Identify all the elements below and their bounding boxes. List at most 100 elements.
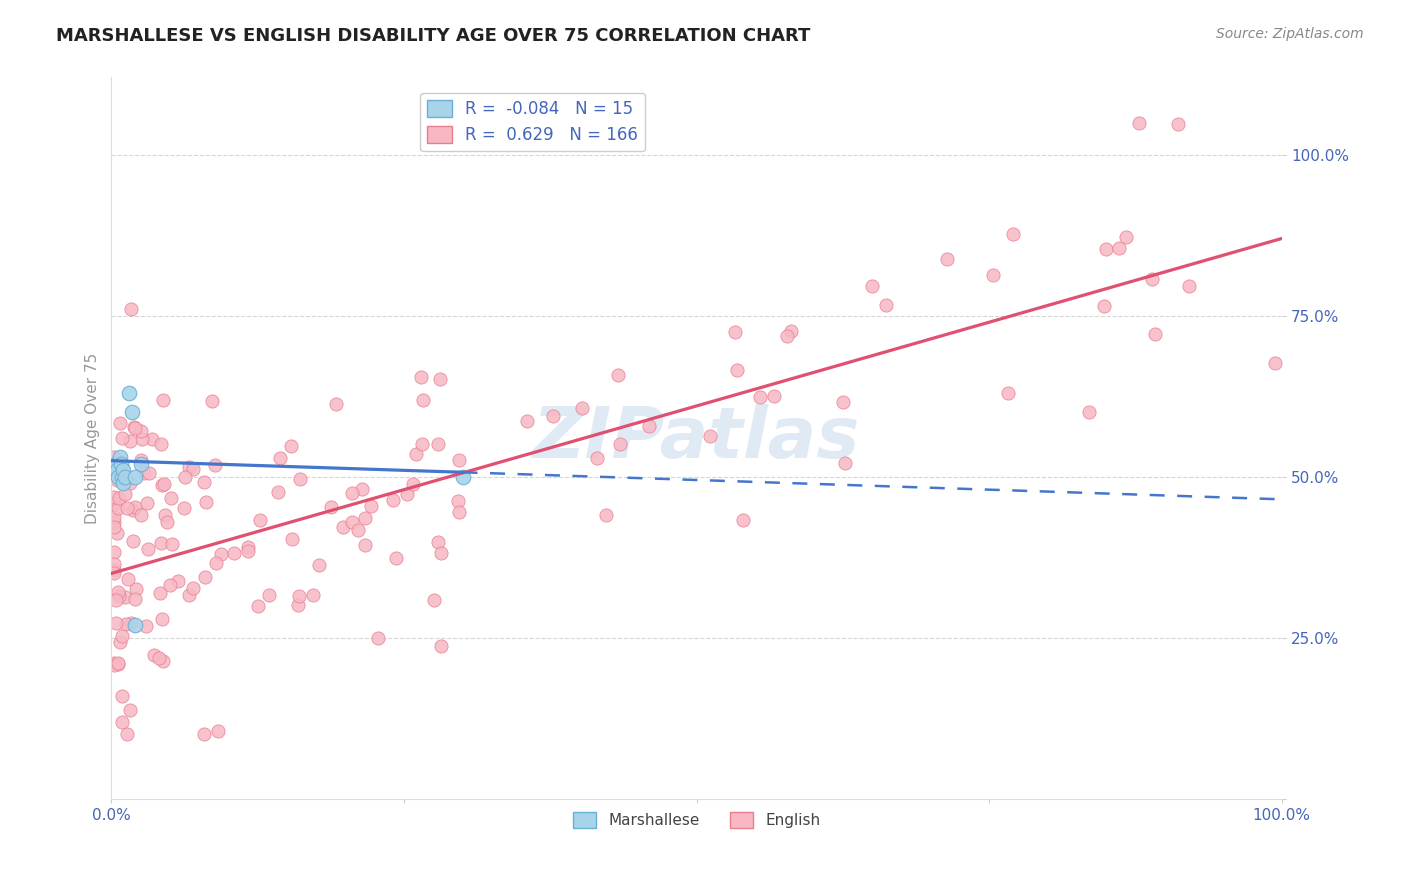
Point bbox=[111, 629, 134, 643]
Point bbox=[124, 618, 146, 632]
Point bbox=[723, 325, 745, 339]
Point bbox=[120, 301, 142, 316]
Point bbox=[287, 598, 309, 612]
Point bbox=[103, 656, 125, 670]
Point bbox=[105, 457, 128, 471]
Point bbox=[115, 617, 138, 632]
Point bbox=[776, 328, 799, 343]
Point bbox=[111, 470, 134, 484]
Point bbox=[173, 469, 195, 483]
Point bbox=[354, 538, 377, 552]
Point bbox=[834, 456, 856, 470]
Point bbox=[103, 658, 125, 673]
Point bbox=[516, 414, 538, 428]
Point bbox=[411, 437, 433, 451]
Point bbox=[236, 543, 259, 558]
Point bbox=[143, 648, 166, 662]
Point bbox=[125, 582, 148, 596]
Point bbox=[236, 540, 259, 554]
Point bbox=[779, 324, 801, 338]
Point bbox=[131, 424, 153, 438]
Point bbox=[110, 457, 132, 471]
Point bbox=[103, 450, 125, 464]
Point bbox=[427, 534, 450, 549]
Point bbox=[1094, 242, 1116, 256]
Point bbox=[381, 493, 404, 508]
Point bbox=[103, 566, 125, 580]
Point bbox=[193, 475, 215, 490]
Point bbox=[108, 635, 131, 649]
Point bbox=[224, 546, 246, 560]
Point bbox=[115, 727, 138, 741]
Point bbox=[353, 510, 375, 524]
Point bbox=[249, 513, 271, 527]
Point bbox=[129, 453, 152, 467]
Point bbox=[412, 392, 434, 407]
Point bbox=[103, 490, 125, 504]
Point bbox=[447, 452, 470, 467]
Point bbox=[124, 470, 146, 484]
Point bbox=[107, 590, 129, 604]
Point bbox=[112, 463, 135, 477]
Point bbox=[110, 714, 132, 729]
Point bbox=[115, 500, 138, 515]
Point bbox=[607, 368, 630, 382]
Point bbox=[201, 393, 224, 408]
Point bbox=[257, 588, 280, 602]
Point bbox=[367, 631, 389, 645]
Point bbox=[108, 450, 131, 465]
Point bbox=[832, 395, 855, 409]
Point bbox=[1167, 117, 1189, 131]
Point bbox=[411, 370, 433, 384]
Point bbox=[183, 462, 205, 476]
Point bbox=[138, 466, 160, 480]
Point bbox=[104, 616, 127, 631]
Point bbox=[153, 508, 176, 523]
Point bbox=[103, 515, 125, 529]
Point bbox=[152, 654, 174, 668]
Point bbox=[136, 541, 159, 556]
Point bbox=[160, 537, 183, 551]
Point bbox=[332, 520, 354, 534]
Point bbox=[160, 491, 183, 505]
Point bbox=[423, 593, 446, 607]
Point bbox=[159, 578, 181, 592]
Point bbox=[595, 508, 617, 523]
Point bbox=[173, 501, 195, 516]
Point bbox=[1108, 241, 1130, 255]
Point bbox=[426, 437, 449, 451]
Point bbox=[1143, 326, 1166, 341]
Point bbox=[360, 500, 382, 514]
Point bbox=[1077, 404, 1099, 418]
Point bbox=[132, 466, 155, 480]
Point bbox=[402, 477, 425, 491]
Point bbox=[107, 584, 129, 599]
Point bbox=[107, 656, 129, 670]
Point bbox=[429, 372, 451, 386]
Point bbox=[114, 486, 136, 500]
Point bbox=[699, 429, 721, 443]
Point bbox=[429, 639, 451, 653]
Point bbox=[122, 420, 145, 434]
Point bbox=[120, 476, 142, 491]
Point bbox=[637, 418, 659, 433]
Point bbox=[152, 392, 174, 407]
Point bbox=[342, 485, 364, 500]
Point bbox=[131, 508, 153, 522]
Point bbox=[936, 252, 959, 266]
Point bbox=[111, 689, 134, 703]
Point bbox=[177, 460, 200, 475]
Point bbox=[609, 437, 631, 451]
Point bbox=[124, 592, 146, 607]
Point bbox=[571, 401, 593, 416]
Point bbox=[267, 485, 290, 500]
Point bbox=[149, 437, 172, 451]
Point bbox=[280, 439, 302, 453]
Point bbox=[302, 588, 325, 602]
Point bbox=[451, 470, 474, 484]
Point bbox=[117, 572, 139, 586]
Point bbox=[405, 447, 427, 461]
Point bbox=[167, 574, 190, 588]
Point bbox=[350, 482, 373, 496]
Point bbox=[1178, 279, 1201, 293]
